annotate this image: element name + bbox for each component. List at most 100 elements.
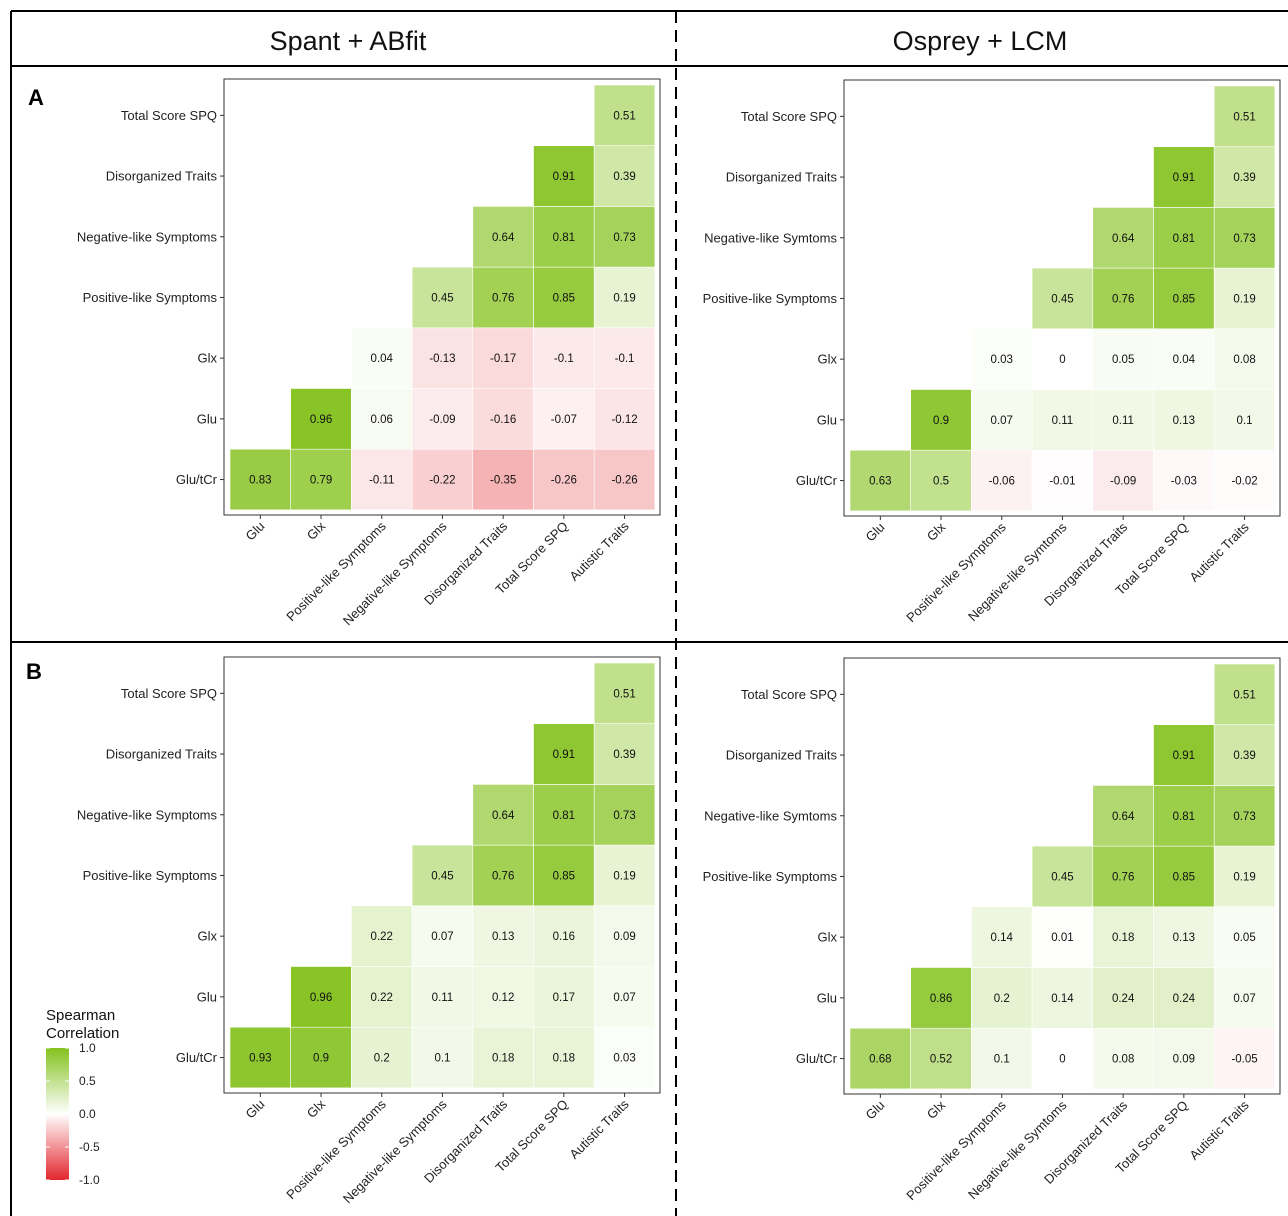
cell-value-label: 0.07 <box>431 931 453 943</box>
cell-value-label: 0.18 <box>1112 932 1134 944</box>
cell-value-label: 0.64 <box>492 232 515 244</box>
x-tick-label: Glu <box>243 1097 268 1122</box>
heatmap-cell <box>1153 207 1215 269</box>
heatmap-cell <box>1213 328 1276 390</box>
heatmap-cell <box>593 723 656 785</box>
x-tick-label: Positive-like Symptoms <box>903 1097 1009 1203</box>
heatmap-cell <box>472 206 534 268</box>
heatmap-cell <box>1031 845 1094 908</box>
heatmap-cell <box>411 266 474 329</box>
cell-value-label: 0.68 <box>869 1054 891 1066</box>
cell-value-label: 0.81 <box>553 810 575 822</box>
cell-value-label: 0.14 <box>991 932 1014 944</box>
cell-value-label: 0.81 <box>553 232 575 244</box>
cell-value-label: 0.11 <box>432 992 454 1004</box>
heatmap-cell <box>1092 328 1154 390</box>
legend-title-line1: Spearman <box>46 1007 115 1024</box>
cell-value-label: 0.51 <box>613 110 635 122</box>
heatmap-cell <box>593 206 656 268</box>
heatmap-cell <box>472 327 534 389</box>
cell-value-label: 0.86 <box>930 993 952 1005</box>
cell-value-label: 0.64 <box>492 810 515 822</box>
x-tick-label: Positive-like Symptoms <box>283 518 389 624</box>
cell-value-label: 0.19 <box>613 292 635 304</box>
cell-value-label: 0.73 <box>1233 233 1255 245</box>
heatmap-cell <box>1092 785 1154 847</box>
cell-value-label: 0.85 <box>1173 871 1195 883</box>
cell-value-label: 0.18 <box>553 1053 575 1065</box>
heatmap-cell <box>593 966 656 1028</box>
heatmap-cell <box>1153 1027 1215 1090</box>
heatmap-cell <box>229 1026 292 1089</box>
heatmap-cell <box>593 662 656 725</box>
cell-value-label: 0.24 <box>1173 993 1196 1005</box>
cell-value-label: -0.12 <box>611 414 637 426</box>
heatmap-cell <box>1031 906 1094 968</box>
y-tick-label: Negative-like Symptoms <box>77 807 218 822</box>
cell-value-label: 0.24 <box>1112 993 1135 1005</box>
y-tick-label: Glx <box>198 929 218 944</box>
heatmap-cell <box>1153 967 1215 1029</box>
heatmap-cell <box>411 966 474 1028</box>
heatmap-cell <box>593 84 656 147</box>
heatmap-cell <box>1031 328 1094 390</box>
panel-a-osprey-lcm: 0.63 0.5 -0.06 -0.01 -0.09 -0.03 -0.02 0.9 0.07 0… <box>703 79 1281 625</box>
y-tick-label: Glu/tCr <box>176 1050 218 1065</box>
cell-value-label: 0.19 <box>1233 871 1255 883</box>
legend-tick-label: -1.0 <box>79 1173 100 1187</box>
cell-value-label: 0 <box>1059 1054 1065 1066</box>
heatmap-cell <box>533 327 595 389</box>
y-tick-label: Glu <box>817 412 837 427</box>
y-tick-label: Glu/tCr <box>796 1051 838 1066</box>
heatmap-cell <box>533 266 595 329</box>
y-tick-label: Negative-like Symtoms <box>704 230 837 245</box>
cell-value-label: 0.09 <box>1173 1054 1195 1066</box>
heatmap-cell <box>1031 267 1094 330</box>
cell-value-label: 0.79 <box>310 475 332 487</box>
cell-value-label: -0.05 <box>1231 1054 1257 1066</box>
cell-value-label: 0.39 <box>1233 750 1255 762</box>
heatmap-cell <box>910 1027 972 1090</box>
cell-value-label: 0.91 <box>553 171 575 183</box>
heatmap-cell <box>1031 449 1094 512</box>
panel-letter-b: B <box>26 659 42 684</box>
cell-value-label: 0.11 <box>1112 415 1134 427</box>
cell-value-label: 0.9 <box>933 415 949 427</box>
heatmap-cell <box>290 448 352 511</box>
heatmap-cell <box>1213 146 1276 208</box>
y-tick-label: Negative-like Symtoms <box>704 808 837 823</box>
cell-value-label: 0.18 <box>492 1053 514 1065</box>
heatmap-cell <box>1213 845 1276 908</box>
x-tick-label: Negative-like Symtoms <box>965 519 1070 624</box>
legend-colorbar <box>46 1048 69 1180</box>
heatmap-cell <box>1092 845 1154 908</box>
cell-value-label: 0.51 <box>1233 111 1255 123</box>
cell-value-label: -0.1 <box>615 353 635 365</box>
cell-value-label: 0.96 <box>310 414 332 426</box>
cell-value-label: 0.91 <box>1173 172 1195 184</box>
x-tick-label: Glu <box>243 519 268 544</box>
cell-value-label: -0.35 <box>490 475 516 487</box>
cell-value-label: 0.13 <box>1173 932 1195 944</box>
heatmap-cell <box>1213 967 1276 1029</box>
y-tick-label: Glu <box>197 989 217 1004</box>
heatmap-cell <box>1213 389 1276 451</box>
cell-value-label: 0.22 <box>371 931 393 943</box>
cell-value-label: 0.93 <box>249 1053 271 1065</box>
cell-value-label: 0.06 <box>371 414 393 426</box>
heatmap-cell <box>1153 785 1215 847</box>
cell-value-label: 0.91 <box>553 749 575 761</box>
heatmap-cell <box>351 448 413 511</box>
cell-value-label: 0.08 <box>1233 354 1255 366</box>
heatmap-cell <box>1213 906 1276 968</box>
heatmap-cell <box>1092 906 1154 968</box>
heatmap-cell <box>593 844 656 907</box>
cell-value-label: 0 <box>1059 354 1065 366</box>
cell-value-label: 0.81 <box>1173 811 1195 823</box>
heatmap-cell <box>593 1026 656 1089</box>
heatmap-cell <box>533 905 595 967</box>
heatmap-cell <box>1153 389 1215 451</box>
cell-value-label: 0.05 <box>1112 354 1134 366</box>
y-tick-label: Glu <box>197 411 217 426</box>
